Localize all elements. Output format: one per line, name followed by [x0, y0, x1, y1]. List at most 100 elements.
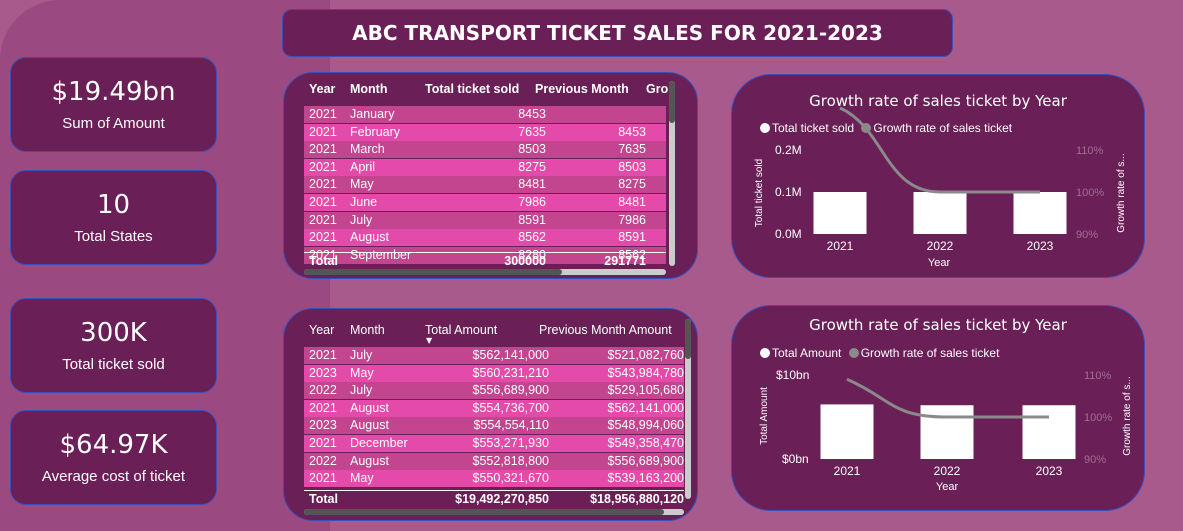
header-previous-month[interactable]: Previous Month [535, 82, 629, 96]
bar-2022[interactable] [920, 405, 974, 459]
table-total-row: Total $19,492,270,850 $18,956,880,120 [304, 490, 684, 507]
chart-plot: Total Amount Growth rate of s... $10bn $… [759, 368, 1133, 493]
bar-2021[interactable] [813, 192, 867, 234]
table-row[interactable]: 2023 August $554,554,110 $548,994,060 [304, 417, 684, 435]
cell-month: April [350, 159, 376, 174]
vertical-scrollbar[interactable] [685, 319, 691, 499]
amount-table[interactable]: Year Month Total Amount Previous Month A… [283, 308, 698, 521]
kpi-card-average-cost[interactable]: $64.97K Average cost of ticket [10, 410, 217, 505]
cell-amount: $552,818,800 [472, 453, 549, 468]
chart-legend: Total Amount Growth rate of sales ticket [760, 346, 999, 360]
header-total-tickets[interactable]: Total ticket sold [425, 82, 520, 96]
scrollbar-thumb[interactable] [685, 319, 691, 359]
cell-month: May [350, 471, 374, 486]
growth-rate-line[interactable] [846, 377, 1049, 419]
vertical-scrollbar[interactable] [669, 81, 675, 266]
ticket-sales-table[interactable]: Year Month Total ticket sold Previous Mo… [283, 72, 698, 279]
cell-previous-amount: $543,984,780 [607, 365, 684, 380]
total-tickets: 300000 [504, 254, 546, 268]
cell-previous: 8591 [618, 230, 646, 245]
table-row[interactable]: 2021 July $562,141,000 $521,082,760 [304, 347, 684, 364]
cell-previous: 8453 [618, 124, 646, 139]
header-previous-month-amount[interactable]: Previous Month Amount [539, 323, 672, 337]
total-amount: $19,492,270,850 [455, 492, 549, 506]
kpi-card-sum-amount[interactable]: $19.49bn Sum of Amount [10, 57, 217, 152]
x-tick: 2021 [834, 464, 861, 478]
table-row[interactable]: 2021 March 8503 7635 [304, 141, 666, 159]
total-label: Total [309, 492, 338, 506]
legend-label: Growth rate of sales ticket [860, 346, 1000, 360]
cell-tickets: 8562 [518, 230, 546, 245]
table-header-row: Year Month Total Amount Previous Month A… [304, 322, 684, 339]
cell-amount: $560,231,210 [472, 365, 549, 380]
y2-tick: 90% [1084, 454, 1106, 466]
cell-year: 2021 [309, 142, 337, 157]
cell-amount: $554,554,110 [473, 418, 549, 433]
kpi-card-total-states[interactable]: 10 Total States [10, 170, 217, 265]
scrollbar-thumb[interactable] [304, 269, 562, 275]
cell-year: 2021 [309, 177, 337, 192]
cell-previous: 8275 [618, 177, 646, 192]
horizontal-scrollbar[interactable] [304, 509, 684, 515]
cell-tickets: 8481 [518, 177, 546, 192]
scrollbar-thumb[interactable] [304, 509, 664, 515]
scrollbar-thumb[interactable] [669, 81, 675, 123]
x-tick: 2022 [934, 464, 961, 478]
cell-month: June [350, 195, 378, 209]
y-tick: $0bn [782, 452, 809, 466]
table-row[interactable]: 2021 January 8453 [304, 106, 666, 123]
cell-year: 2021 [309, 124, 337, 139]
table-row[interactable]: 2021 May $550,321,670 $539,163,200 [304, 470, 684, 488]
bar-2023[interactable] [1022, 405, 1076, 459]
table-row[interactable]: 2021 December $553,271,930 $549,358,470 [304, 435, 684, 452]
table-row[interactable]: 2022 July $556,689,900 $529,105,680 [304, 382, 684, 400]
table-row[interactable]: 2021 February 7635 8453 [304, 123, 666, 141]
sort-descending-icon[interactable]: ▼ [426, 336, 433, 345]
legend-label: Total Amount [772, 346, 842, 360]
header-year[interactable]: Year [309, 82, 336, 96]
cell-amount: $554,736,700 [472, 400, 549, 415]
kpi-value: 10 [96, 190, 131, 220]
legend-line-swatch [848, 348, 859, 358]
header-growth[interactable]: Gro [646, 82, 669, 96]
cell-year: 2021 [309, 212, 337, 227]
table-row[interactable]: 2021 April 8275 8503 [304, 158, 666, 176]
header-total-amount[interactable]: Total Amount [425, 323, 498, 337]
cell-amount: $550,321,670 [472, 471, 549, 486]
cell-tickets: 7635 [518, 124, 546, 139]
chart-plot: Total ticket sold Growth rate of s... 0.… [754, 106, 1127, 269]
cell-amount: $556,689,900 [472, 383, 549, 398]
growth-rate-line[interactable] [839, 106, 1040, 194]
cell-tickets: 7986 [518, 195, 546, 209]
ticket-growth-chart[interactable]: Growth rate of sales ticket by Year Tota… [731, 74, 1145, 278]
table-row[interactable]: 2021 September 8280 8562 [304, 246, 666, 264]
table-row[interactable]: 2022 August $552,818,800 $556,689,900 [304, 452, 684, 470]
horizontal-scrollbar[interactable] [304, 269, 666, 275]
bar-2023[interactable] [1013, 192, 1067, 234]
header-month[interactable]: Month [350, 82, 388, 96]
table-row[interactable]: 2021 August $554,736,700 $562,141,000 [304, 399, 684, 417]
kpi-label: Sum of Amount [62, 115, 165, 132]
table-row[interactable]: 2021 July 8591 7986 [304, 211, 666, 229]
cell-tickets: 8503 [518, 142, 546, 157]
chart-title: Growth rate of sales ticket by Year [809, 92, 1067, 110]
cell-previous: 8503 [618, 159, 646, 174]
amount-growth-chart[interactable]: Growth rate of sales ticket by Year Tota… [731, 305, 1145, 511]
cell-tickets: 8275 [518, 159, 546, 174]
bar-2021[interactable] [820, 404, 874, 459]
bar-2022[interactable] [913, 192, 967, 234]
header-month[interactable]: Month [350, 323, 385, 337]
header-year[interactable]: Year [309, 323, 335, 337]
table-row[interactable]: 2021 August 8562 8591 [304, 229, 666, 247]
kpi-value: 300K [80, 318, 147, 348]
y2-axis-title: Growth rate of s... [1116, 153, 1127, 232]
kpi-card-total-tickets[interactable]: 300K Total ticket sold [10, 298, 217, 393]
kpi-label: Total States [74, 228, 153, 245]
table-row[interactable]: 2021 June 7986 8481 [304, 194, 666, 211]
y2-tick: 100% [1076, 187, 1104, 199]
cell-month: August [350, 453, 389, 468]
cell-year: 2021 [309, 230, 337, 245]
table-row[interactable]: 2023 May $560,231,210 $543,984,780 [304, 364, 684, 382]
table-row[interactable]: 2021 May 8481 8275 [304, 176, 666, 194]
cell-month: February [350, 124, 401, 139]
